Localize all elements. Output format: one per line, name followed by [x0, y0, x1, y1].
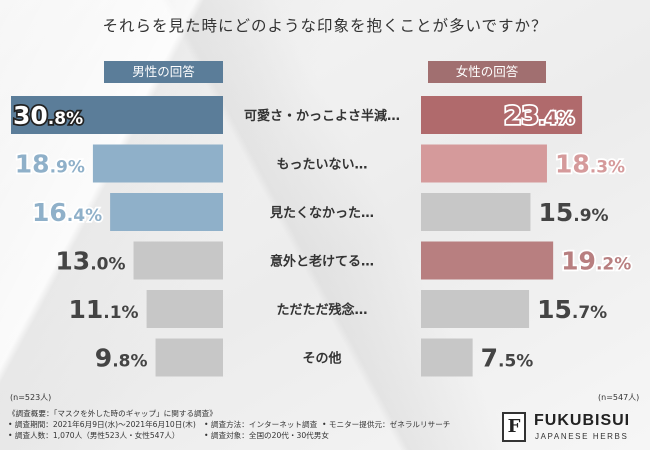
male-bar: [133, 241, 223, 280]
survey-row-2: • 調査人数：1,070人（男性523人・女性547人） • 調査対象：全国の20…: [8, 430, 488, 441]
female-legend-label: 女性の回答: [428, 61, 546, 83]
male-value-label: 16.4%: [32, 198, 102, 227]
female-value-label: 19.2%: [561, 247, 631, 276]
brand-subtitle: JAPANESE HERBS: [535, 432, 629, 441]
brand-name: FUKUBISUI: [534, 412, 631, 429]
brand-logo-block: F FUKUBISUI JAPANESE HERBS: [502, 412, 642, 444]
female-value-label: 15.9%: [538, 198, 608, 227]
female-value-label: 7.5%: [481, 344, 534, 373]
survey-method: • 調査方法：インターネット調査: [204, 420, 318, 429]
survey-overview: 《調査概要：「マスクを外した時のギャップ」に関する調査》 • 調査期間：2021…: [8, 408, 488, 441]
survey-people: • 調査人数：1,070人（男性523人・女性547人）: [8, 431, 180, 440]
male-value-label: 13.0%: [55, 247, 125, 276]
female-bar: [421, 144, 547, 183]
category-label: 可愛さ・かっこよさ半減…: [244, 108, 400, 124]
survey-summary: 《調査概要：「マスクを外した時のギャップ」に関する調査》: [8, 409, 217, 418]
female-bar: [421, 96, 583, 134]
female-bar: [421, 290, 530, 328]
male-bar: [110, 193, 223, 231]
male-legend-label: 男性の回答: [104, 61, 223, 83]
female-value-label: 18.3%: [555, 150, 625, 179]
female-value-label: 23.4%: [504, 101, 574, 130]
female-sample-size: (n=547人): [598, 393, 640, 402]
male-bar: [146, 290, 223, 328]
male-value-label: 18.9%: [15, 150, 85, 179]
male-value-label: 11.1%: [68, 295, 138, 324]
category-label: その他: [302, 351, 341, 367]
category-label: もったいない…: [276, 158, 367, 173]
chart-title: それらを見た時にどのような印象を抱くことが多いですか？: [102, 17, 548, 35]
survey-target: • 調査対象：全国の20代・30代男女: [204, 431, 329, 440]
male-bar: [11, 96, 223, 134]
survey-row-1: • 調査期間：2021年6月9日(水)～2021年6月10日(木) • 調査方法：…: [8, 419, 488, 430]
female-bar: [421, 193, 531, 231]
female-value-label: 15.7%: [537, 295, 607, 324]
male-value-label: 30.8%: [13, 101, 83, 130]
survey-period: • 調査期間：2021年6月9日(水)～2021年6月10日(木): [8, 420, 196, 429]
male-sample-size: (n=523人): [10, 393, 52, 402]
male-value-label: 9.8%: [95, 344, 148, 373]
male-bar: [155, 338, 223, 377]
female-bar: [421, 241, 554, 280]
survey-monitor: • モニター提供元：ゼネラルリサーチ: [322, 420, 451, 429]
category-label: 意外と老けてる…: [270, 254, 374, 270]
category-label: ただただ残念…: [276, 302, 367, 318]
brand-logo-icon: F: [502, 412, 526, 442]
bar-chart: 30.8% 23.4% 可愛さ・かっこよさ半減… 18.9% 18.3% もったいない… 1…: [11, 96, 633, 377]
female-bar: [421, 338, 473, 377]
category-label: 見たくなかった…: [269, 206, 374, 221]
male-bar: [92, 144, 223, 183]
